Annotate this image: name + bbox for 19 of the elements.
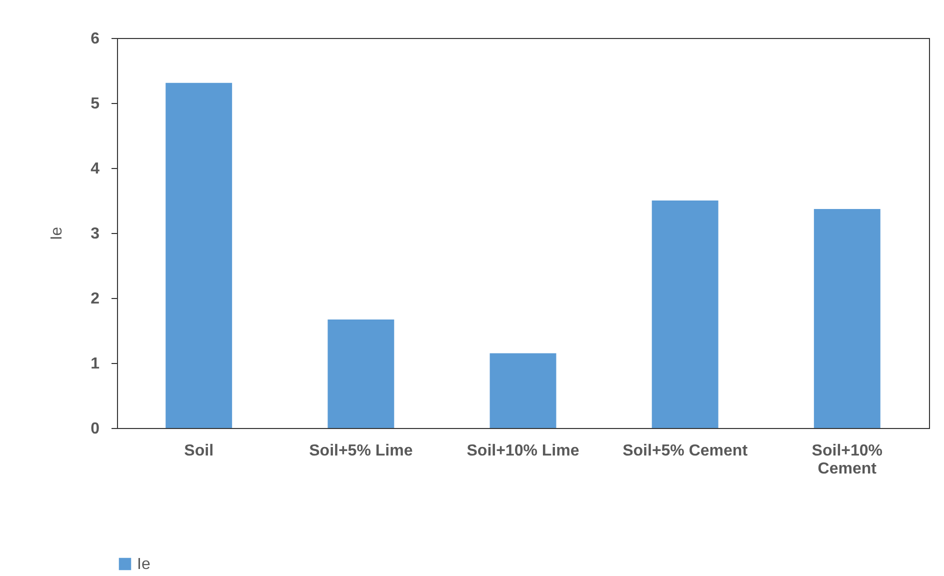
bar	[328, 319, 394, 428]
y-tick-label: 1	[90, 356, 100, 372]
y-tick-label: 3	[90, 226, 100, 242]
y-tick-label: 0	[90, 420, 100, 438]
bar	[490, 353, 556, 428]
bar	[166, 82, 232, 428]
legend-label: Ie	[137, 556, 150, 573]
x-tick-label: Soil+5% Lime	[309, 442, 413, 460]
x-tick-label: Soil+10% Lime	[466, 442, 580, 460]
y-tick-label: 5	[90, 96, 100, 112]
y-tick-label: 4	[90, 160, 100, 178]
y-axis-title: Ie	[48, 226, 66, 240]
x-tick-label: Soil+5% Cement	[622, 442, 748, 460]
y-tick-label: 6	[90, 30, 100, 48]
x-tick-label: Soil	[184, 442, 214, 460]
y-tick-label: 2	[90, 290, 100, 308]
bar	[814, 208, 880, 428]
x-tick-label: Soil+10% Cement	[812, 442, 883, 478]
bar	[652, 200, 718, 428]
